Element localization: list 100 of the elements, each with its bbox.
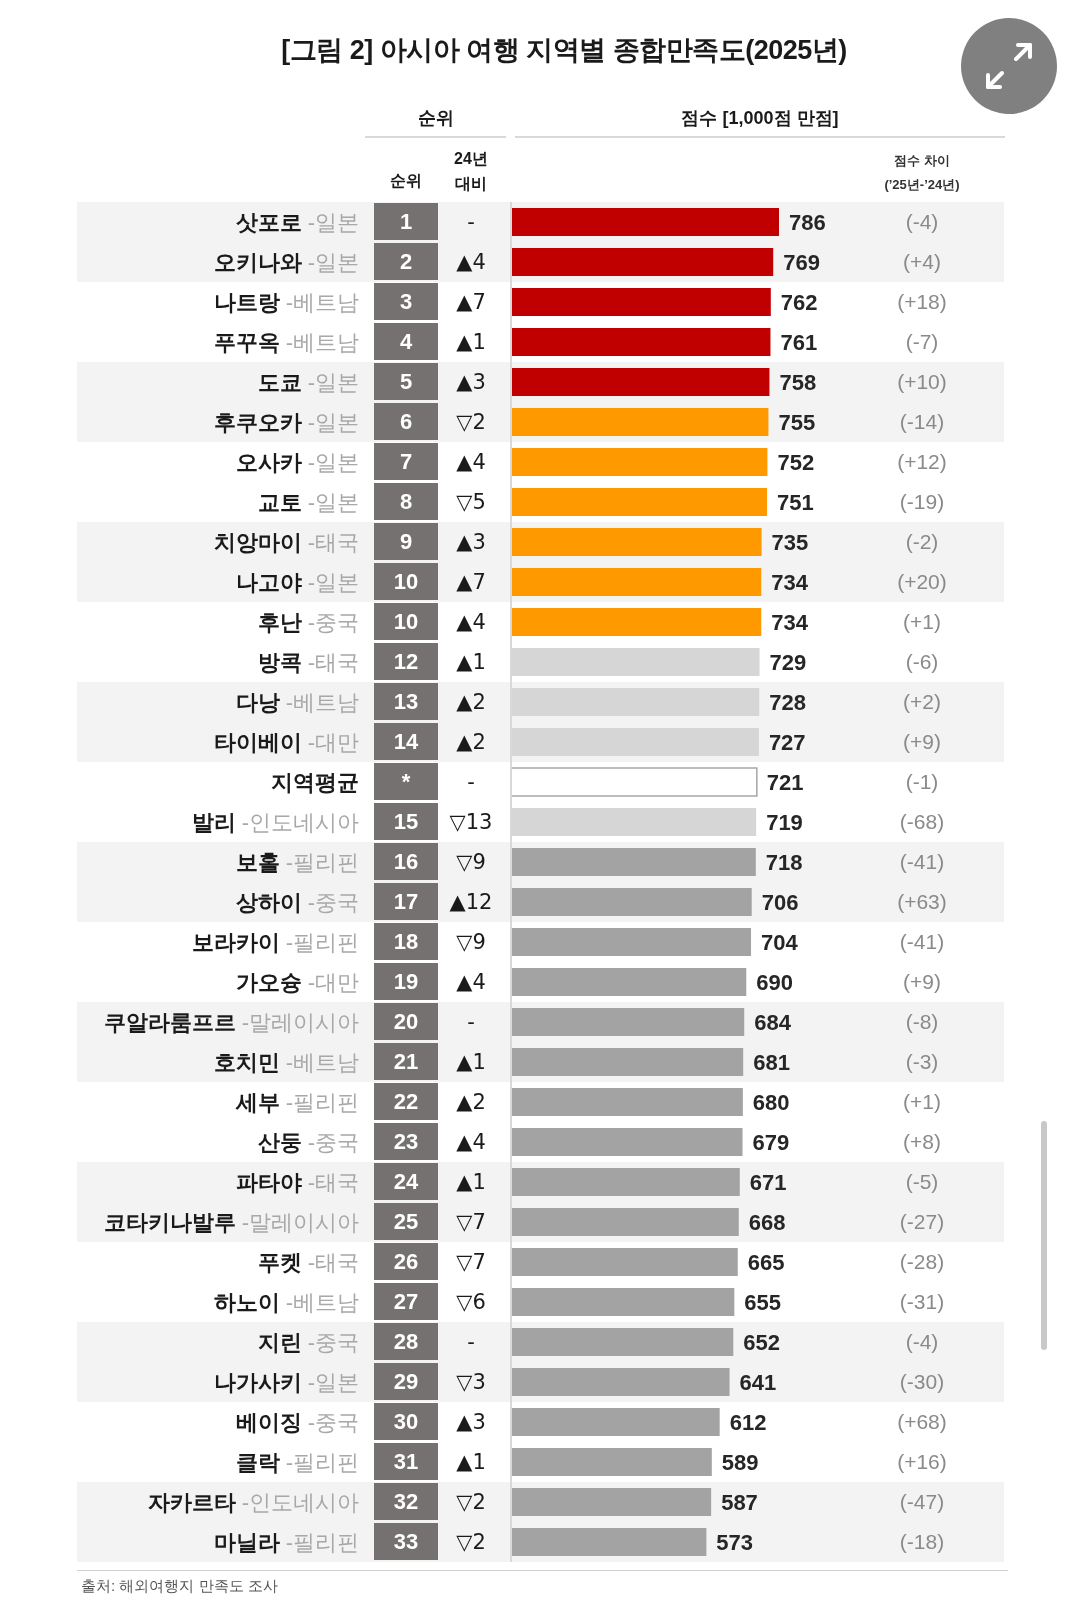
y-tick-label: 자카르타 -인도네시아 — [147, 1489, 359, 1515]
text: ▲4 — [456, 450, 486, 474]
text: (+8) — [903, 1130, 941, 1154]
bar — [511, 368, 770, 396]
text: (-5) — [905, 1170, 939, 1194]
text: 순위 — [365, 106, 506, 138]
bar — [511, 1288, 735, 1316]
y-tick-label: 후쿠오카 -일본 — [213, 409, 359, 435]
data-label: 690 — [756, 969, 793, 995]
bar — [511, 1528, 707, 1556]
text: (+4) — [903, 250, 941, 274]
text: 32 — [393, 1488, 419, 1515]
text: (-47) — [899, 1490, 945, 1514]
text: 1 — [399, 208, 413, 235]
bar — [511, 888, 752, 916]
text: ▲1 — [456, 1050, 486, 1074]
y-tick-label: 클락 -필리핀 — [235, 1449, 359, 1475]
y-tick-label: 마닐라 -필리핀 — [213, 1529, 359, 1555]
bar — [511, 1208, 739, 1236]
y-tick-label: 지역평균 — [271, 769, 359, 795]
bar — [511, 1448, 712, 1476]
text: 29 — [393, 1368, 419, 1395]
text: - — [467, 210, 475, 234]
text: 22 — [393, 1088, 419, 1115]
text: ▲1 — [456, 1170, 486, 1194]
bar — [511, 1088, 743, 1116]
text: 6 — [399, 408, 413, 435]
text: ▲1 — [456, 1450, 486, 1474]
data-label: 727 — [768, 729, 806, 755]
text: 28 — [393, 1328, 419, 1355]
text: 점수 차이 (’25년-’24년) — [883, 152, 961, 194]
data-label: 761 — [780, 329, 818, 355]
text: ▽6 — [456, 1290, 486, 1314]
text: (-1) — [905, 770, 939, 794]
text: (-4) — [905, 1330, 939, 1354]
source-note: 출처: 해외여행지 만족도 조사 — [81, 1577, 279, 1596]
text: 19 — [393, 968, 419, 995]
text: ▲12 — [449, 890, 493, 914]
text: ▲1 — [456, 650, 486, 674]
data-label: 735 — [771, 529, 809, 555]
text: ▲3 — [456, 530, 486, 554]
bar — [511, 208, 779, 236]
data-label: 752 — [777, 449, 815, 475]
text: (-6) — [905, 650, 939, 674]
text: ▲2 — [456, 690, 486, 714]
text: 8 — [399, 488, 413, 515]
text: 25 — [393, 1208, 419, 1235]
y-tick-label: 타이베이 -대만 — [213, 729, 359, 755]
text: ▲7 — [456, 570, 486, 594]
text: 7 — [399, 448, 413, 475]
data-label: 665 — [747, 1249, 785, 1275]
y-tick-label: 산둥 -중국 — [257, 1129, 359, 1155]
text: 31 — [393, 1448, 419, 1475]
data-label: 679 — [752, 1129, 790, 1155]
text: ▲3 — [456, 370, 486, 394]
data-label: 758 — [779, 369, 817, 395]
text: - — [467, 1330, 475, 1354]
data-label: 729 — [769, 649, 807, 675]
text: ▲3 — [456, 1410, 486, 1434]
bar — [511, 1328, 734, 1356]
text: ▽9 — [456, 930, 486, 954]
y-tick-label: 도쿄 -일본 — [257, 369, 359, 395]
text: 13 — [393, 688, 419, 715]
data-label: 786 — [789, 209, 826, 235]
text: 30 — [393, 1408, 419, 1435]
bar — [511, 928, 752, 956]
text: 10 — [393, 608, 419, 635]
text: (+68) — [897, 1410, 947, 1434]
bar — [511, 1048, 744, 1076]
bar — [511, 1488, 712, 1516]
text: 27 — [393, 1288, 419, 1315]
text: 4 — [399, 328, 413, 355]
bar — [510, 767, 758, 797]
bar — [511, 448, 768, 476]
bar — [511, 328, 771, 356]
text: 24년 대비 — [453, 149, 489, 194]
y-tick-label: 푸꾸옥 -베트남 — [213, 329, 359, 355]
text: (-30) — [899, 1370, 945, 1394]
y-tick-label: 오사카 -일본 — [235, 449, 359, 475]
text: (+1) — [903, 610, 941, 634]
text: 24 — [393, 1168, 419, 1195]
text: (-2) — [905, 530, 939, 554]
text: (-18) — [899, 1530, 945, 1554]
text: (+9) — [903, 730, 941, 754]
data-label: 681 — [753, 1049, 790, 1075]
text: (+20) — [897, 570, 947, 594]
data-label: 721 — [766, 769, 804, 795]
text: (-28) — [899, 1250, 945, 1274]
text: (-27) — [899, 1210, 945, 1234]
text: 15 — [393, 808, 419, 835]
bar — [511, 528, 762, 556]
bar — [511, 1368, 730, 1396]
y-tick-label: 코타키나발루 -말레이시아 — [103, 1209, 359, 1235]
data-label: 612 — [729, 1409, 767, 1435]
data-label: 762 — [780, 289, 818, 315]
text: 5 — [399, 368, 413, 395]
text: 10 — [393, 568, 419, 595]
y-tick-label: 후난 -중국 — [257, 609, 359, 635]
y-tick-label: 나고야 -일본 — [235, 569, 359, 595]
text: * — [401, 768, 411, 795]
